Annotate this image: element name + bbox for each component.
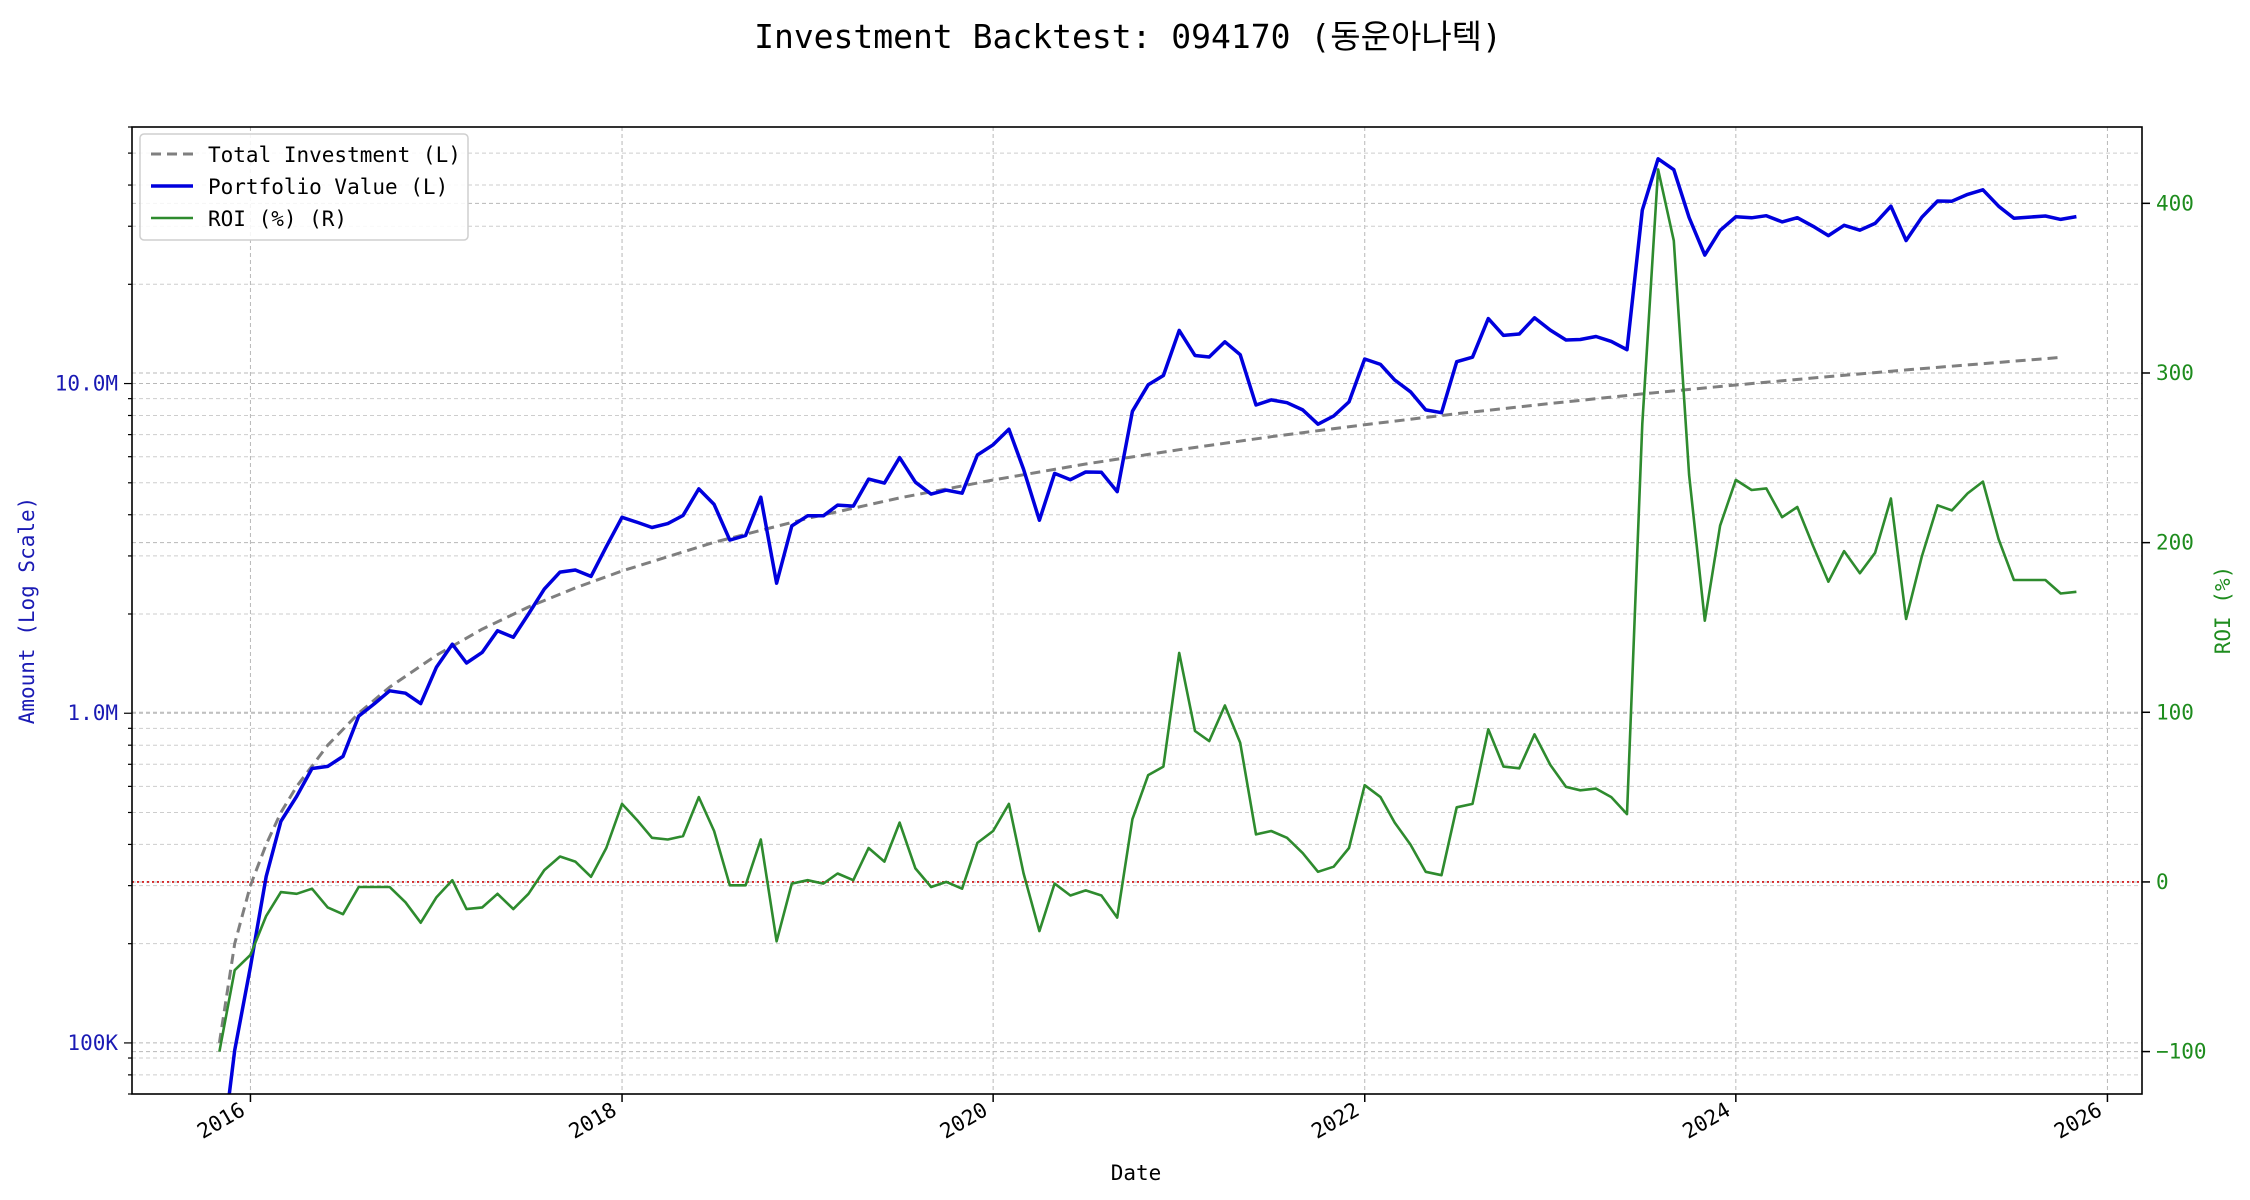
legend: Total Investment (L) Portfolio Value (L)… bbox=[139, 133, 469, 241]
portfolio-value-line bbox=[227, 157, 2077, 1094]
y-right-tick-label: 300 bbox=[2156, 361, 2194, 385]
y-right-tick-label: 100 bbox=[2156, 700, 2194, 724]
y-left-tick-label: 1.0M bbox=[67, 701, 118, 725]
x-tick-label: 2018 bbox=[565, 1098, 621, 1144]
y-right-tick-label: −100 bbox=[2156, 1040, 2207, 1064]
y-left-tick-label: 100K bbox=[67, 1031, 118, 1055]
y-right-tick-label: 0 bbox=[2156, 870, 2169, 894]
y-axis-right-label: ROI (%) bbox=[2211, 566, 2235, 655]
axes bbox=[124, 126, 2150, 1102]
plot-frame bbox=[131, 126, 2143, 1095]
roi-line bbox=[218, 168, 2077, 1052]
x-tick-label: 2024 bbox=[1679, 1098, 1735, 1144]
chart-title: Investment Backtest: 094170 (동운아나텍) bbox=[754, 17, 1502, 56]
x-tick-label: 2020 bbox=[936, 1098, 992, 1144]
y-right-tick-label: 200 bbox=[2156, 531, 2194, 555]
y-right-tick-label: 400 bbox=[2156, 191, 2194, 215]
x-axis-label: Date bbox=[1111, 1161, 1162, 1185]
legend-label-total-investment: Total Investment (L) bbox=[208, 143, 461, 167]
series-lines bbox=[217, 157, 2077, 1094]
grid-lines bbox=[132, 126, 2142, 1095]
legend-label-portfolio-value: Portfolio Value (L) bbox=[208, 175, 448, 199]
x-tick-label: 2022 bbox=[1307, 1098, 1363, 1144]
total-investment-line bbox=[217, 355, 2061, 1044]
x-tick-label: 2016 bbox=[193, 1098, 249, 1144]
x-tick-label: 2026 bbox=[2050, 1098, 2106, 1144]
legend-box bbox=[139, 133, 469, 241]
tick-labels: 2016 2018 2020 2022 2024 2026 100K 1.0M 10.0M −10… bbox=[55, 191, 2207, 1143]
y-left-tick-label: 10.0M bbox=[55, 372, 118, 396]
y-axis-left-label: Amount (Log Scale) bbox=[15, 497, 39, 725]
legend-label-roi: ROI (%) (R) bbox=[208, 207, 347, 231]
